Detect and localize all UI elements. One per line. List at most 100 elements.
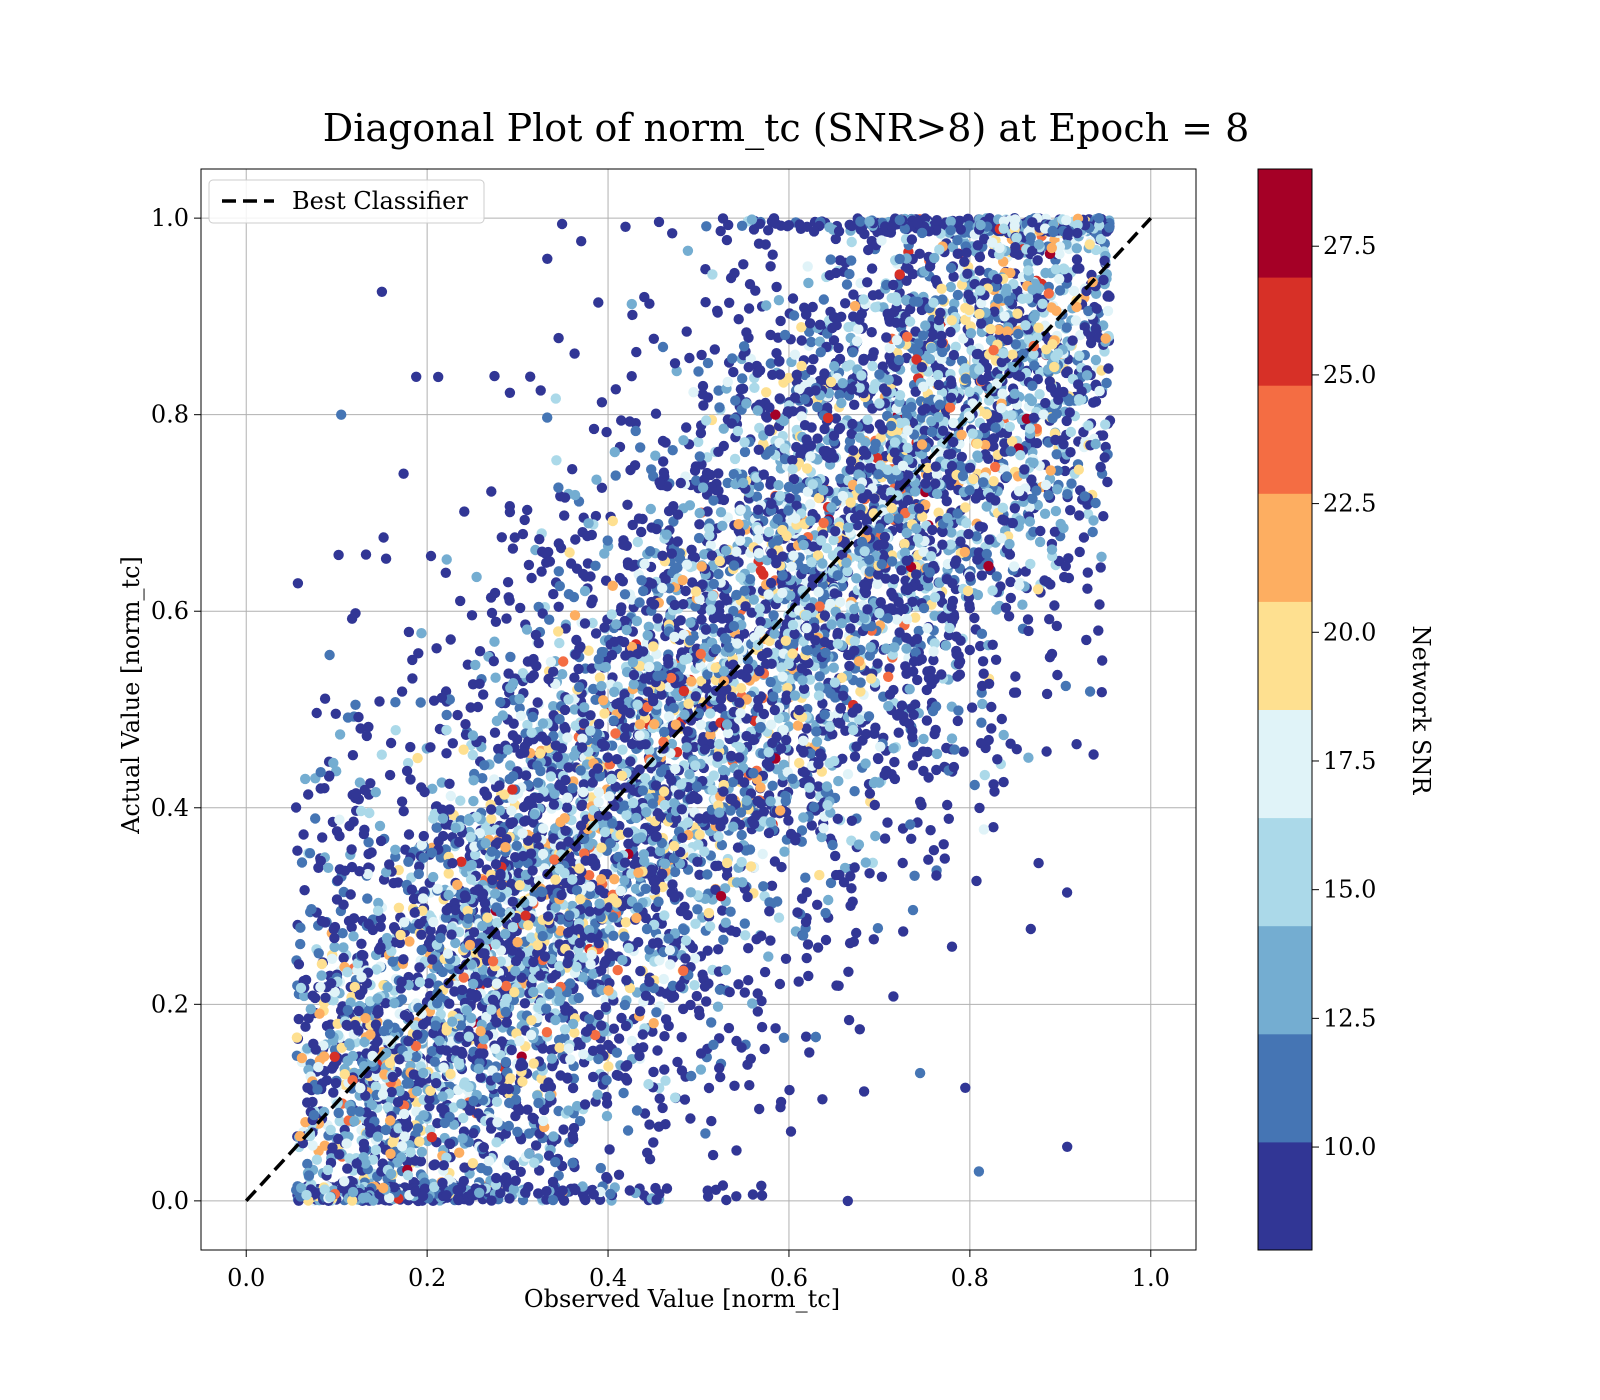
scatter-point [704,921,716,932]
scatter-point [843,1014,855,1026]
scatter-point [1052,669,1063,681]
scatter-point [705,708,716,719]
scatter-point [1022,614,1034,625]
scatter-point [802,261,813,272]
scatter-point [657,1102,668,1114]
scatter-point [907,904,919,916]
scatter-point [403,829,415,840]
scatter-point [554,580,565,592]
scatter-point [743,362,754,373]
scatter-point [889,756,900,768]
scatter-point [626,298,637,310]
scatter-point [619,999,631,1011]
scatter-point [691,990,702,1002]
scatter-point [853,323,864,335]
scatter-point [604,1144,615,1155]
scatter-point [412,752,423,764]
scatter-point [588,423,600,435]
scatter-point [959,546,970,558]
scatter-point [937,294,948,305]
scatter-point [917,746,929,757]
scatter-point [569,1027,580,1038]
scatter-point [319,783,330,794]
scatter-point [729,453,741,465]
scatter-point [817,1094,828,1105]
scatter-point [631,1105,643,1116]
scatter-point [939,853,950,864]
scatter-point [610,470,621,481]
scatter-point [519,998,531,1009]
scatter-point [355,723,366,734]
scatter-point [574,1115,586,1127]
scatter-point [974,802,985,814]
scatter-point [612,964,623,976]
scatter-point [783,815,794,826]
scatter-point [747,1189,759,1200]
scatter-point [907,760,919,771]
scatter-point [765,935,776,946]
scatter-point [924,353,936,365]
scatter-point [522,1104,533,1115]
scatter-point [793,976,804,987]
scatter-point [507,543,519,554]
scatter-point [648,333,659,344]
scatter-point [378,532,389,543]
scatter-point [671,365,682,377]
scatter-point [502,744,513,755]
scatter-point [295,938,306,950]
scatter-point [481,790,493,801]
scatter-point [988,779,999,790]
scatter-point [929,728,940,740]
scatter-point [607,515,618,527]
scatter-point [622,499,633,510]
scatter-point [601,426,612,438]
scatter-point [622,1125,634,1136]
scatter-point [398,468,409,479]
scatter-point [739,446,751,458]
scatter-point [632,536,643,548]
scatter-point [380,553,392,564]
scatter-point [548,1131,559,1142]
scatter-point [998,776,1009,788]
scatter-point [717,905,728,916]
scatter-point [653,216,665,228]
scatter-point [530,1140,542,1151]
scatter-point [1099,452,1110,463]
scatter-point [693,532,705,544]
scatter-point [763,951,774,962]
scatter-point [931,748,943,760]
scatter-point [849,636,860,647]
scatter-point [599,548,610,559]
scatter-point [330,708,341,719]
scatter-point [918,733,929,745]
scatter-point [532,777,544,788]
scatter-point [602,535,613,546]
scatter-point [923,854,934,865]
scatter-point [710,644,722,655]
scatter-point [1098,511,1109,522]
scatter-point [692,904,703,915]
scatter-point [659,1031,670,1042]
scatter-point [660,1075,671,1086]
scatter-point [1010,671,1021,682]
scatter-point [689,953,701,964]
scatter-point [316,970,327,981]
scatter-point [658,456,669,467]
scatter-point [486,486,497,497]
scatter-point [526,572,537,584]
scatter-point [733,979,744,990]
scatter-point [659,799,671,811]
scatter-point [1062,489,1073,500]
scatter-point [1005,738,1016,749]
scatter-point [888,991,899,1002]
scatter-point [977,698,988,710]
scatter-point [1082,583,1093,594]
scatter-point [830,413,842,424]
scatter-point [870,830,881,842]
scatter-point [969,779,980,791]
scatter-point [945,262,957,274]
scatter-point [550,740,561,751]
scatter-point [746,562,757,573]
scatter-point [644,1119,655,1130]
scatter-point [930,275,942,286]
